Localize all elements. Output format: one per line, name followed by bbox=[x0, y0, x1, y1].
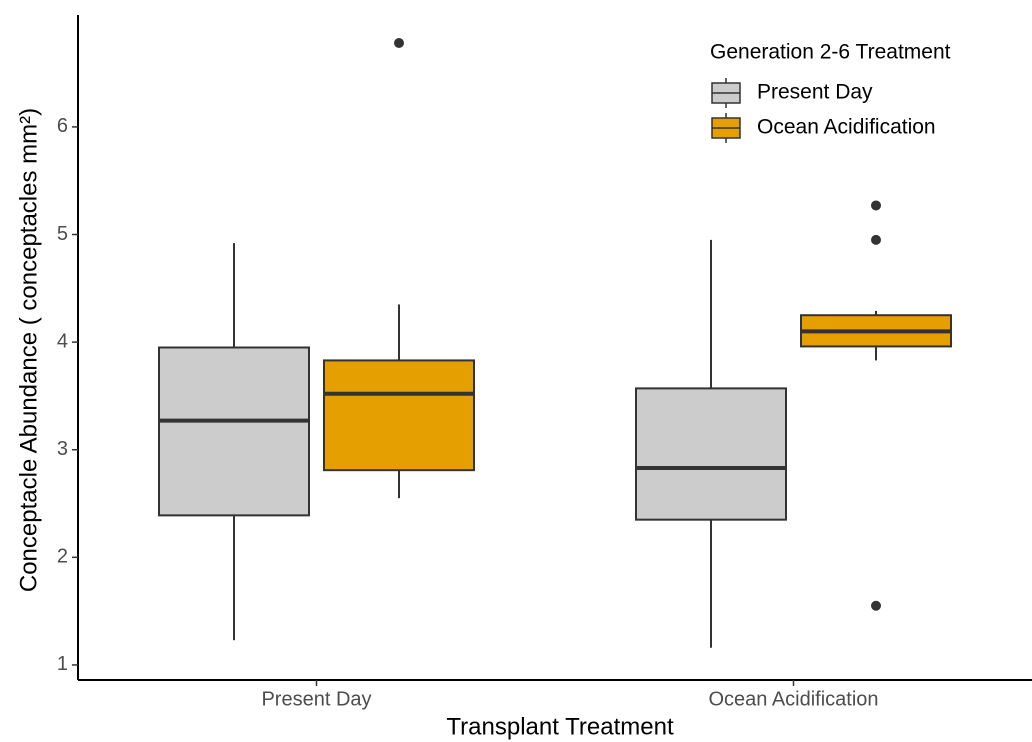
box bbox=[635, 387, 787, 521]
x-axis-title: Transplant Treatment bbox=[446, 713, 674, 740]
x-tick-label: Present Day bbox=[261, 688, 371, 710]
legend-title: Generation 2-6 Treatment bbox=[710, 41, 951, 64]
y-tick-label: 6 bbox=[57, 115, 68, 137]
legend-label: Present Day bbox=[757, 81, 873, 104]
outlier bbox=[871, 200, 881, 211]
outlier bbox=[394, 37, 404, 48]
outlier bbox=[871, 600, 881, 611]
y-tick-label: 4 bbox=[57, 330, 68, 352]
y-tick-label: 5 bbox=[57, 223, 68, 245]
y-tick-label: 2 bbox=[57, 546, 68, 568]
box bbox=[158, 346, 310, 517]
y-tick-label: 3 bbox=[57, 438, 68, 460]
box bbox=[323, 359, 475, 472]
y-tick-label: 1 bbox=[57, 653, 68, 675]
legend-label: Ocean Acidification bbox=[757, 116, 936, 139]
x-tick-label: Ocean Acidification bbox=[708, 688, 878, 710]
y-axis-title: Conceptacle Abundance ( conceptacles mm²… bbox=[15, 108, 42, 592]
outlier bbox=[871, 234, 881, 245]
